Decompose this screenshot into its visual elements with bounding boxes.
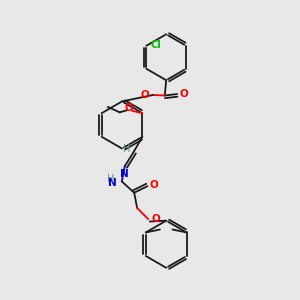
Text: O: O xyxy=(179,89,188,99)
Text: O: O xyxy=(149,180,158,190)
Text: H: H xyxy=(122,144,130,154)
Text: O: O xyxy=(151,214,160,224)
Text: N: N xyxy=(120,169,129,179)
Text: N: N xyxy=(108,178,116,188)
Text: H: H xyxy=(107,174,114,184)
Text: O: O xyxy=(124,103,133,113)
Text: Cl: Cl xyxy=(150,40,161,50)
Text: O: O xyxy=(141,90,150,100)
